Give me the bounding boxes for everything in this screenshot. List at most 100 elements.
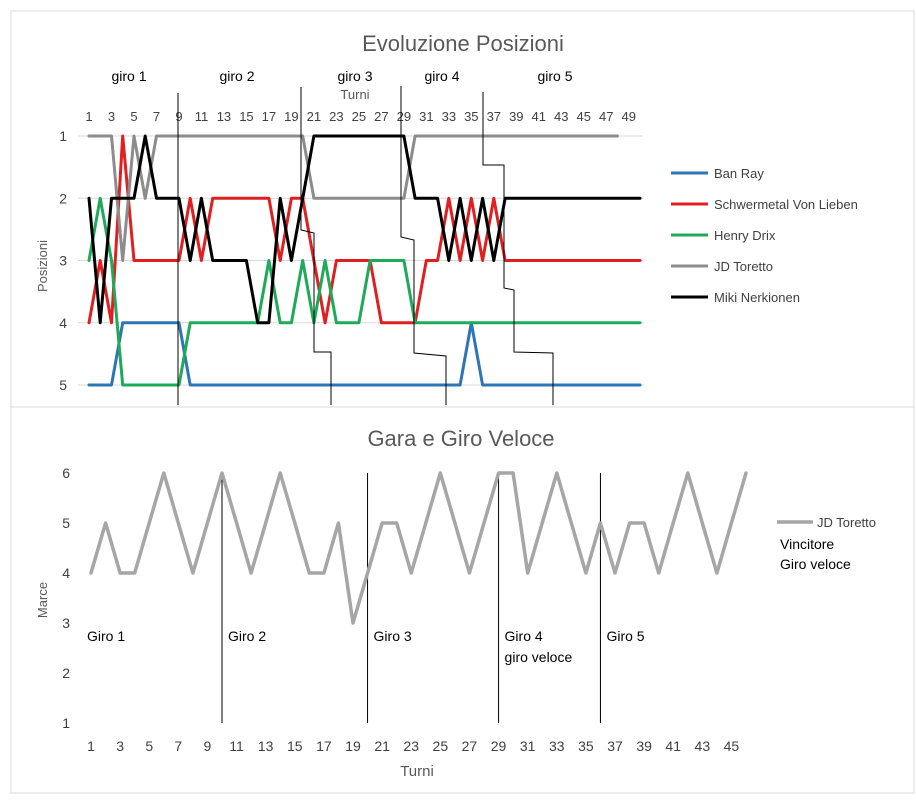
bottom-y-tick-label: 5 [62, 515, 70, 531]
bottom-x-tick-label: 41 [665, 738, 681, 754]
top-series-line-4 [87, 134, 642, 325]
top-legend-label: Ban Ray [714, 166, 764, 181]
top-x-tick-label: 9 [175, 109, 182, 124]
top-x-tick-label: 41 [532, 109, 546, 124]
bottom-lap-label: Giro 2 [228, 628, 266, 644]
bottom-x-tick-label: 31 [520, 738, 536, 754]
top-lap-annotation: giro 4 [424, 68, 459, 84]
top-chart-title: Evoluzione Posizioni [362, 31, 564, 56]
bottom-x-tick-label: 25 [433, 738, 449, 754]
bottom-chart-xlabel: Turni [400, 763, 434, 780]
top-y-tick-label: 4 [59, 315, 67, 331]
bottom-x-tick-label: 27 [462, 738, 478, 754]
bottom-y-tick-label: 1 [62, 715, 70, 731]
bottom-legend-note: Vincitore [780, 536, 834, 552]
top-x-tick-label: 1 [85, 109, 92, 124]
bottom-x-tick-label: 39 [636, 738, 652, 754]
bottom-y-tick-label: 6 [62, 465, 70, 481]
top-chart-ylabel: Posizioni [35, 240, 50, 292]
top-lap-annotation: giro 3 [337, 68, 372, 84]
top-lap-annotation: giro 2 [219, 68, 254, 84]
bottom-lap-label: Giro 3 [374, 628, 412, 644]
bottom-x-tick-label: 7 [174, 738, 182, 754]
top-x-tick-label: 37 [487, 109, 501, 124]
bottom-lap-sublabel: giro veloce [505, 649, 573, 665]
bottom-x-tick-label: 45 [724, 738, 740, 754]
bottom-series-line-0 [89, 471, 748, 625]
top-lap-bracket [400, 86, 447, 405]
bottom-x-tick-label: 35 [578, 738, 594, 754]
top-chart-series [87, 134, 642, 387]
bottom-x-tick-label: 43 [695, 738, 711, 754]
top-series-line-2 [87, 196, 642, 387]
bottom-lap-label: Giro 1 [87, 628, 125, 644]
top-x-tick-label: 43 [554, 109, 568, 124]
top-chart-xlabel: Turni [340, 87, 369, 102]
bottom-x-tick-label: 3 [116, 738, 124, 754]
top-chart-y-ticks: 1 2 3 4 5 [59, 128, 67, 393]
top-series-line-3 [87, 134, 619, 262]
bottom-x-tick-label: 19 [345, 738, 361, 754]
top-x-tick-label: 13 [217, 109, 231, 124]
top-x-tick-label: 49 [622, 109, 636, 124]
top-x-tick-label: 45 [577, 109, 591, 124]
bottom-chart-lap-labels: Giro 1 Giro 2 Giro 3 Giro 4 giro veloce Giro … [87, 628, 645, 665]
bottom-y-tick-label: 2 [62, 665, 70, 681]
top-y-tick-label: 1 [59, 128, 67, 144]
top-legend-label: Miki Nerkionen [714, 290, 800, 305]
top-chart-x-ticks: 1 3 5 7 9 11 13 15 17 19 21 23 25 27 29 31 33 35 37 39 41 43 4… [85, 109, 636, 124]
top-x-tick-label: 23 [329, 109, 343, 124]
top-y-tick-label: 2 [59, 190, 67, 206]
bottom-x-tick-label: 21 [374, 738, 390, 754]
bottom-chart-frame [10, 406, 915, 794]
top-x-tick-label: 19 [284, 109, 298, 124]
top-lap-annotation: giro 5 [537, 68, 572, 84]
top-x-tick-label: 5 [130, 109, 137, 124]
bottom-x-tick-label: 37 [607, 738, 623, 754]
top-legend-label: Schwermetal Von Lieben [714, 197, 858, 212]
bottom-x-tick-label: 11 [229, 738, 244, 754]
top-x-tick-label: 7 [153, 109, 160, 124]
bottom-y-tick-label: 4 [62, 565, 70, 581]
top-x-tick-label: 31 [419, 109, 433, 124]
top-x-tick-label: 33 [442, 109, 456, 124]
bottom-chart-ylabel: Marce [35, 582, 50, 618]
bottom-x-tick-label: 9 [204, 738, 212, 754]
top-x-tick-label: 29 [397, 109, 411, 124]
top-x-tick-label: 21 [307, 109, 321, 124]
bottom-x-tick-label: 17 [316, 738, 332, 754]
bottom-chart-y-ticks: 1 2 3 4 5 6 [62, 465, 70, 731]
top-x-tick-label: 27 [374, 109, 388, 124]
top-x-tick-label: 35 [464, 109, 478, 124]
top-legend-label: JD Toretto [714, 259, 773, 274]
top-x-tick-label: 25 [352, 109, 366, 124]
bottom-y-tick-label: 3 [62, 615, 70, 631]
bottom-lap-label: Giro 4 [505, 628, 543, 644]
top-x-tick-label: 11 [195, 109, 209, 124]
bottom-chart-lap-dividers [221, 473, 601, 723]
bottom-lap-label: Giro 5 [606, 628, 644, 644]
top-lap-bracket [482, 92, 554, 405]
top-lap-bracket [300, 87, 332, 405]
top-lap-annotation: giro 1 [111, 68, 146, 84]
bottom-x-tick-label: 13 [258, 738, 274, 754]
bottom-x-tick-label: 15 [287, 738, 303, 754]
top-x-tick-label: 3 [108, 109, 115, 124]
top-y-tick-label: 5 [59, 377, 67, 393]
bottom-x-tick-label: 23 [403, 738, 419, 754]
top-x-tick-label: 47 [599, 109, 613, 124]
top-y-tick-label: 3 [59, 253, 67, 269]
top-x-tick-label: 39 [509, 109, 523, 124]
bottom-legend-label: JD Toretto [817, 515, 876, 530]
bottom-x-tick-label: 33 [549, 738, 565, 754]
top-legend-label: Henry Drix [714, 228, 776, 243]
bottom-chart-title: Gara e Giro Veloce [367, 426, 554, 451]
bottom-x-tick-label: 5 [145, 738, 153, 754]
bottom-chart-x-ticks: 1 3 5 7 9 11 13 15 17 19 21 23 25 27 29 31 33 35 37 39 41 43 4… [87, 738, 739, 754]
bottom-x-tick-label: 29 [491, 738, 507, 754]
bottom-legend-note: Giro veloce [780, 556, 851, 572]
top-x-tick-label: 15 [239, 109, 253, 124]
bottom-chart-legend: JD Toretto Vincitore Giro veloce [777, 515, 876, 572]
